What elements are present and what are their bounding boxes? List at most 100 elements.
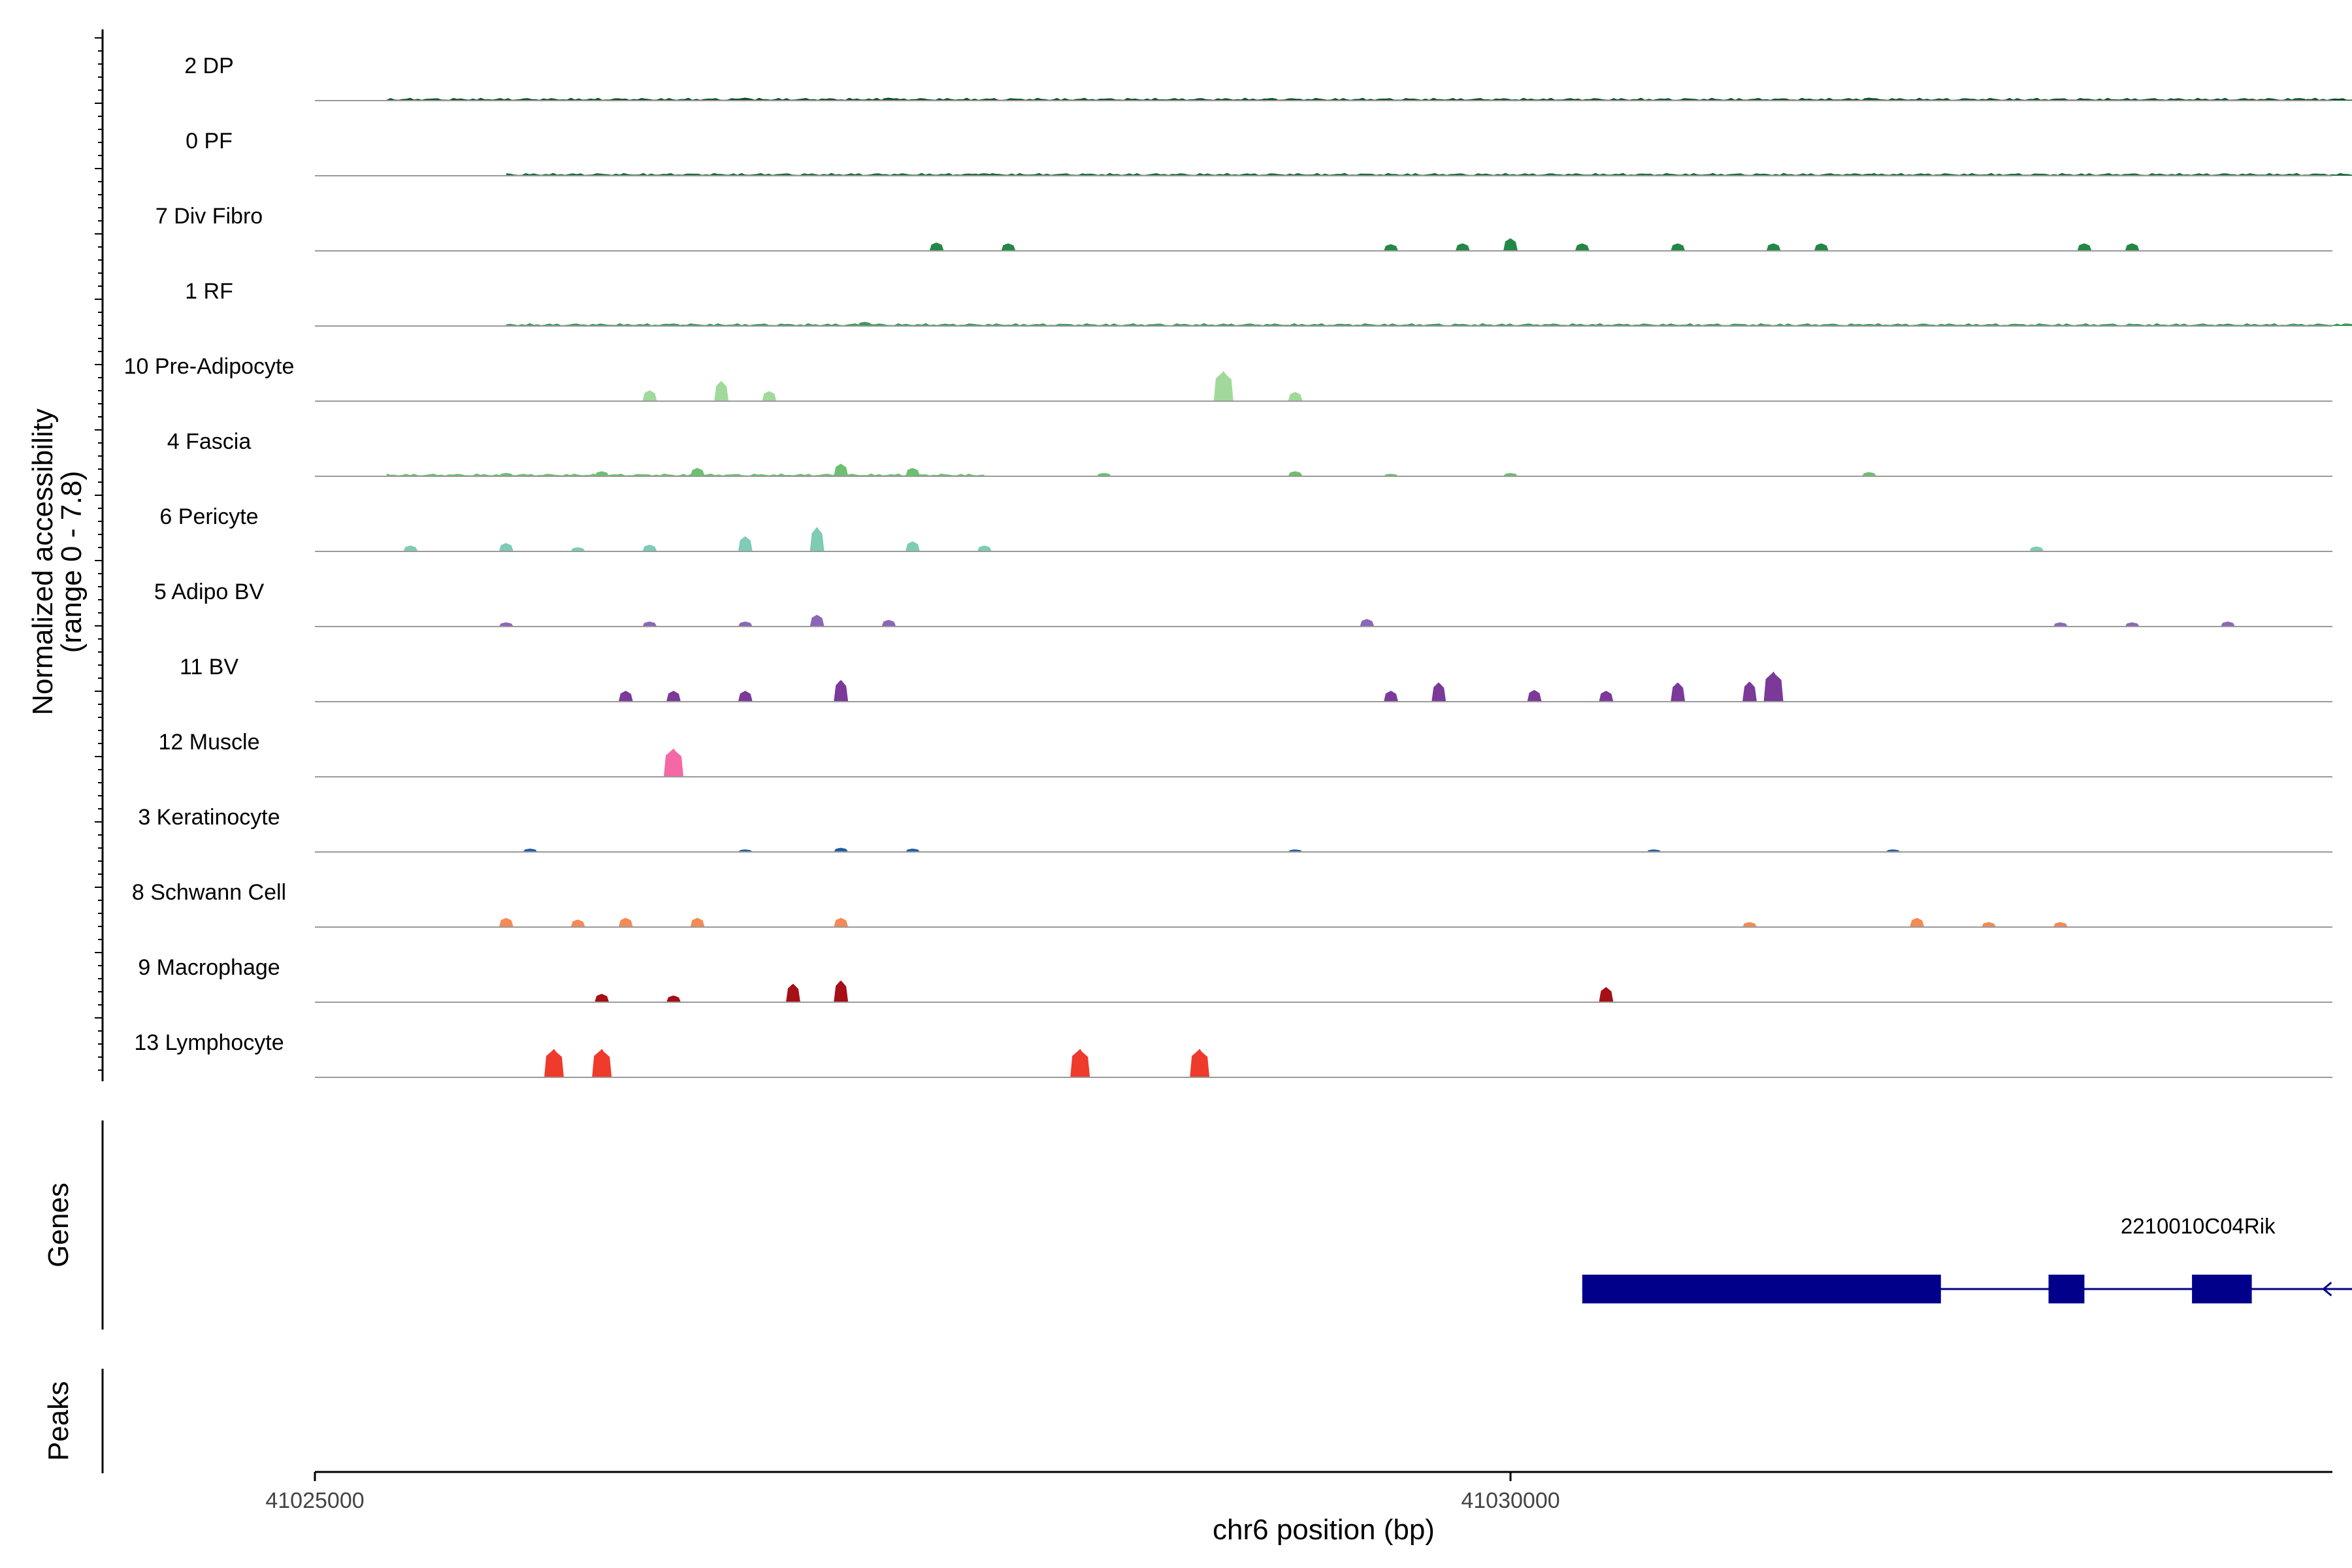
track-label: 5 Adipo BV bbox=[154, 580, 265, 604]
track-label: 10 Pre-Adipocyte bbox=[124, 354, 295, 379]
coverage-peak bbox=[834, 917, 849, 927]
coverage-peak bbox=[1213, 370, 1233, 401]
gene-exon bbox=[2048, 1275, 2085, 1303]
coverage-peak bbox=[1360, 619, 1375, 627]
track-label: 2 DP bbox=[184, 54, 234, 78]
coverage-peak bbox=[1575, 243, 1590, 251]
y-axis-title: Normalized accessibility bbox=[27, 408, 59, 715]
track-10-pre-adipocyte: 10 Pre-Adipocyte bbox=[124, 354, 2332, 402]
track-1-rf: 1 RF bbox=[185, 279, 2352, 327]
coverage-peak bbox=[1763, 671, 1784, 702]
coverage-peak bbox=[498, 472, 514, 476]
coverage-peak bbox=[1910, 917, 1925, 927]
coverage-span bbox=[386, 97, 2352, 101]
coverage-peak bbox=[1766, 243, 1781, 251]
coverage-peak bbox=[738, 97, 753, 101]
coverage-peak bbox=[2053, 922, 2068, 927]
coverage-peak bbox=[544, 1049, 564, 1077]
coverage-peak bbox=[1503, 472, 1518, 476]
coverage-peak bbox=[618, 917, 633, 927]
coverage-peak bbox=[1288, 391, 1303, 401]
track-6-pericyte: 6 Pericyte bbox=[159, 504, 2332, 552]
coverage-peak bbox=[2077, 243, 2092, 251]
track-label: 7 Div Fibro bbox=[155, 204, 263, 229]
coverage-peak bbox=[642, 390, 657, 401]
coverage-peak bbox=[498, 543, 514, 551]
coverage-span bbox=[506, 172, 2352, 176]
coverage-peak bbox=[1455, 243, 1470, 251]
coverage-peak bbox=[1862, 97, 1876, 101]
track-label: 1 RF bbox=[185, 279, 233, 304]
coverage-peak bbox=[1190, 1049, 1210, 1077]
coverage-peak bbox=[498, 622, 514, 627]
x-axis-title: chr6 position (bp) bbox=[1213, 1514, 1435, 1546]
coverage-peak bbox=[738, 621, 753, 627]
track-label: 9 Macrophage bbox=[138, 955, 280, 980]
coverage-peak bbox=[1982, 922, 1996, 927]
coverage-peak bbox=[786, 983, 800, 1002]
track-3-keratinocyte: 3 Keratinocyte bbox=[138, 805, 2332, 853]
y-axis bbox=[95, 29, 104, 1081]
coverage-peak bbox=[1384, 691, 1398, 702]
coverage-peak bbox=[906, 848, 920, 852]
coverage-peak bbox=[2125, 243, 2140, 251]
track-label: 13 Lymphocyte bbox=[134, 1030, 284, 1055]
coverage-peak bbox=[690, 917, 705, 927]
x-tick-label: 41025000 bbox=[265, 1488, 364, 1513]
coverage-peak bbox=[592, 1049, 612, 1077]
coverage-peak bbox=[2221, 621, 2235, 627]
coverage-peak bbox=[1599, 987, 1614, 1002]
x-tick-label: 41030000 bbox=[1461, 1488, 1560, 1513]
coverage-peak bbox=[1503, 238, 1518, 251]
coverage-peak bbox=[834, 463, 849, 476]
peaks-panel-title: Peaks bbox=[42, 1381, 74, 1461]
track-8-schwann-cell: 8 Schwann Cell bbox=[132, 880, 2332, 928]
track-2-dp: 2 DP bbox=[184, 54, 2352, 101]
coverage-peak bbox=[618, 691, 633, 702]
coverage-peak bbox=[2125, 622, 2140, 627]
track-0-pf: 0 PF bbox=[186, 129, 2352, 176]
coverage-peak bbox=[2053, 622, 2068, 627]
coverage-peak bbox=[570, 547, 585, 551]
track-label: 12 Muscle bbox=[159, 730, 260, 755]
coverage-tracks: 2 DP 0 PF 7 Div Fibro 1 RF 10 Pre-Adipocyte 4… bbox=[124, 54, 2352, 1078]
coverage-peak bbox=[977, 546, 992, 551]
gene-model: 2210010C04Rik bbox=[1582, 1214, 2352, 1303]
coverage-peak bbox=[1742, 922, 1757, 927]
strand-arrow bbox=[2322, 1281, 2332, 1297]
coverage-peak bbox=[690, 468, 705, 476]
coverage-peak bbox=[1527, 690, 1542, 702]
y-axis-subtitle: (range 0 - 7.8) bbox=[56, 471, 88, 653]
track-12-muscle: 12 Muscle bbox=[159, 730, 2332, 777]
track-label: 0 PF bbox=[186, 129, 233, 154]
coverage-peak bbox=[857, 321, 872, 326]
coverage-peak bbox=[642, 544, 657, 551]
coverage-peak bbox=[1671, 682, 1686, 702]
coverage-peak bbox=[906, 541, 920, 551]
track-5-adipo-bv: 5 Adipo BV bbox=[154, 580, 2332, 627]
track-label: 6 Pericyte bbox=[159, 504, 258, 529]
coverage-peak bbox=[666, 995, 681, 1002]
track-13-lymphocyte: 13 Lymphocyte bbox=[134, 1030, 2332, 1078]
track-4-fascia: 4 Fascia bbox=[167, 429, 2332, 477]
track-9-macrophage: 9 Macrophage bbox=[138, 955, 2332, 1003]
coverage-peak bbox=[595, 471, 610, 476]
coverage-peak bbox=[834, 847, 849, 852]
coverage-peak bbox=[1384, 244, 1398, 251]
genes-panel-title: Genes bbox=[42, 1183, 74, 1267]
track-label: 4 Fascia bbox=[167, 429, 252, 454]
genes-panel: 2210010C04Rik bbox=[101, 1120, 2352, 1330]
coverage-peak bbox=[642, 621, 657, 627]
coverage-peak bbox=[1862, 472, 1876, 476]
coverage-peak bbox=[809, 527, 825, 551]
coverage-peak bbox=[403, 546, 418, 551]
track-11-bv: 11 BV bbox=[180, 655, 2332, 702]
coverage-peak bbox=[664, 748, 683, 777]
coverage-peak bbox=[738, 691, 753, 702]
gene-exon bbox=[2192, 1275, 2252, 1303]
x-axis: 41025000410300004103500041040000 bbox=[265, 1471, 2332, 1513]
coverage-peak bbox=[809, 615, 825, 627]
coverage-span bbox=[506, 323, 2352, 326]
coverage-peak bbox=[2340, 323, 2352, 326]
